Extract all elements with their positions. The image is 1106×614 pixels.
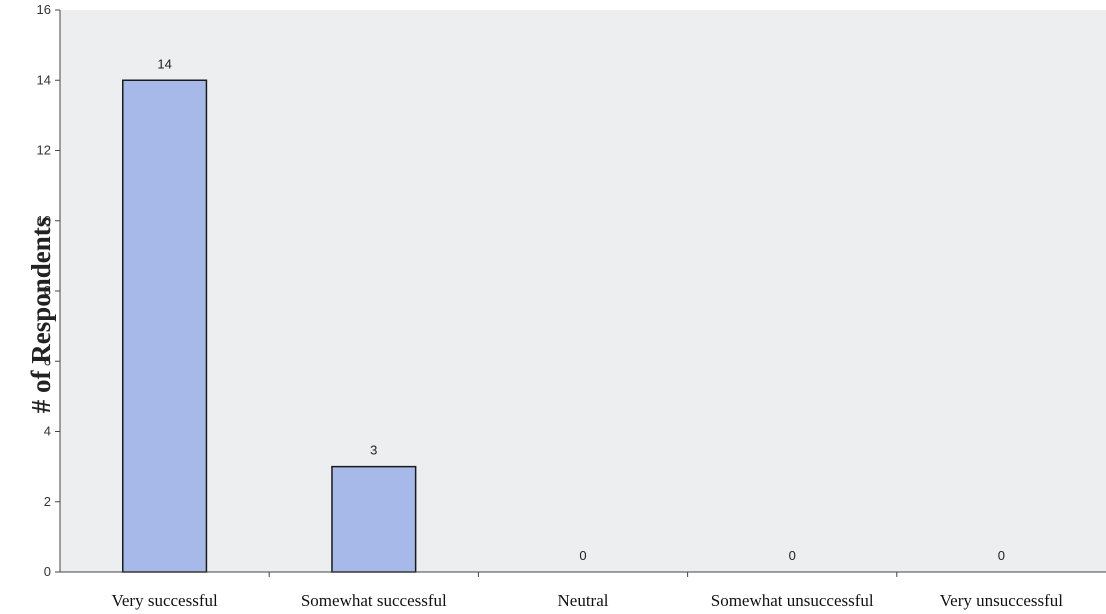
category-label: Neutral [558, 591, 609, 610]
y-tick-label: 12 [37, 143, 51, 158]
bars-group [122, 79, 417, 573]
data-label: 0 [579, 548, 586, 563]
y-axis-ticks: 0 2 4 6 8 10 12 14 16 [37, 2, 60, 579]
y-tick-label: 10 [37, 213, 51, 228]
category-label: Somewhat successful [301, 591, 447, 610]
plot-area [60, 10, 1106, 572]
y-tick-label: 16 [37, 2, 51, 17]
data-label: 14 [157, 56, 171, 71]
data-label: 3 [370, 443, 377, 458]
data-label: 0 [998, 548, 1005, 563]
y-axis-title: # of Respondents [26, 217, 56, 414]
y-tick-label: 6 [44, 353, 51, 368]
data-labels-group: 14 3 0 0 0 [157, 56, 1005, 563]
category-labels-group: Very successful Somewhat successful Neutra… [111, 572, 1063, 610]
category-label: Somewhat unsuccessful [711, 591, 874, 610]
y-tick-label: 4 [44, 424, 51, 439]
category-label: Very unsuccessful [940, 591, 1063, 610]
bar [122, 79, 208, 573]
category-label: Very successful [111, 591, 217, 610]
y-tick-label: 8 [44, 283, 51, 298]
data-label: 0 [789, 548, 796, 563]
y-tick-label: 14 [37, 72, 51, 87]
bar [331, 465, 417, 573]
y-tick-label: 0 [44, 564, 51, 579]
y-tick-label: 2 [44, 494, 51, 509]
